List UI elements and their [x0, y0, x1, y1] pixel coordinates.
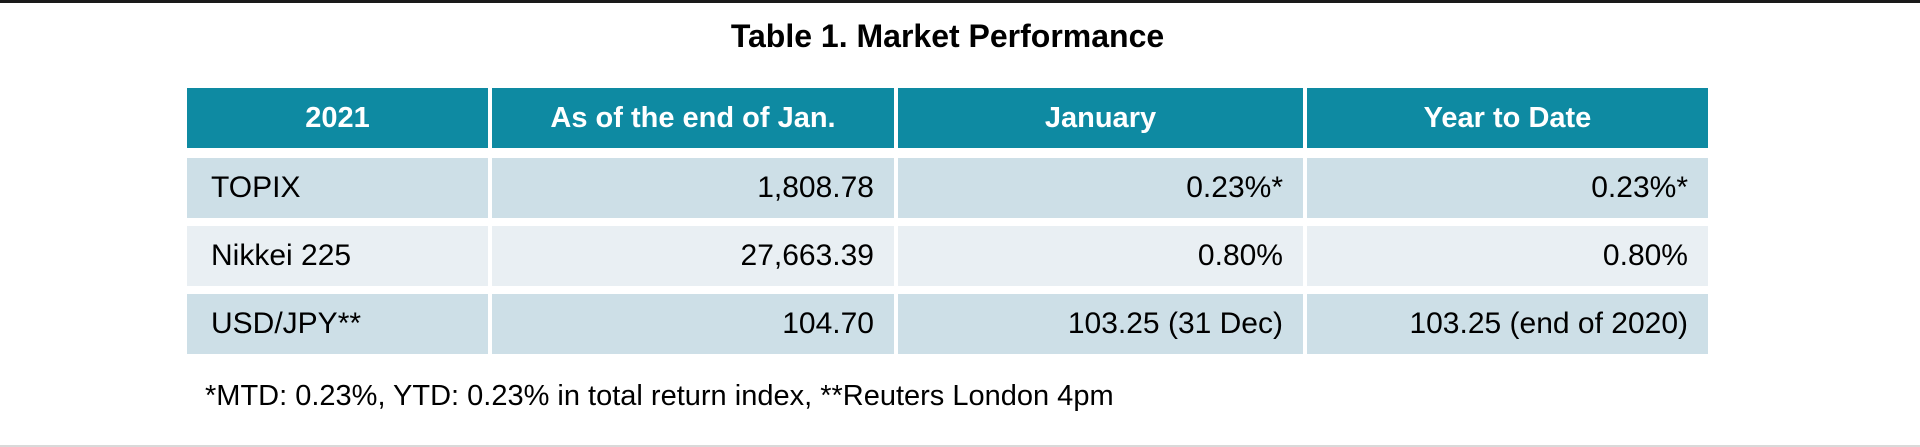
row-label: Nikkei 225 [187, 226, 488, 286]
table-header-row: 2021 As of the end of Jan. January Year … [187, 88, 1708, 148]
column-header-end-of-jan: As of the end of Jan. [492, 88, 894, 148]
cell-value: 0.23%* [898, 158, 1303, 218]
table-row-usd-jpy: USD/JPY** 104.70 103.25 (31 Dec) 103.25 … [187, 294, 1708, 354]
table-row-topix: TOPIX 1,808.78 0.23%* 0.23%* [187, 158, 1708, 218]
table-footnote: *MTD: 0.23%, YTD: 0.23% in total return … [205, 380, 1114, 412]
cell-value: 27,663.39 [492, 226, 894, 286]
page-bottom-rule [0, 445, 1920, 447]
column-header-year: 2021 [187, 88, 488, 148]
cell-value: 103.25 (31 Dec) [898, 294, 1303, 354]
market-performance-table: 2021 As of the end of Jan. January Year … [187, 88, 1708, 362]
table-row-nikkei-225: Nikkei 225 27,663.39 0.80% 0.80% [187, 226, 1708, 286]
column-header-january: January [898, 88, 1303, 148]
cell-value: 1,808.78 [492, 158, 894, 218]
column-header-year-to-date: Year to Date [1307, 88, 1708, 148]
cell-value: 103.25 (end of 2020) [1307, 294, 1708, 354]
cell-value: 0.80% [1307, 226, 1708, 286]
row-label: USD/JPY** [187, 294, 488, 354]
cell-value: 104.70 [492, 294, 894, 354]
cell-value: 0.80% [898, 226, 1303, 286]
page-top-rule [0, 0, 1920, 3]
cell-value: 0.23%* [1307, 158, 1708, 218]
page-title: Table 1. Market Performance [730, 18, 1165, 54]
row-label: TOPIX [187, 158, 488, 218]
